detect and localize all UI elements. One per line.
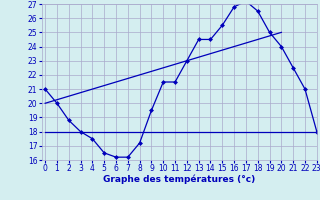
- X-axis label: Graphe des températures (°c): Graphe des températures (°c): [103, 175, 255, 184]
